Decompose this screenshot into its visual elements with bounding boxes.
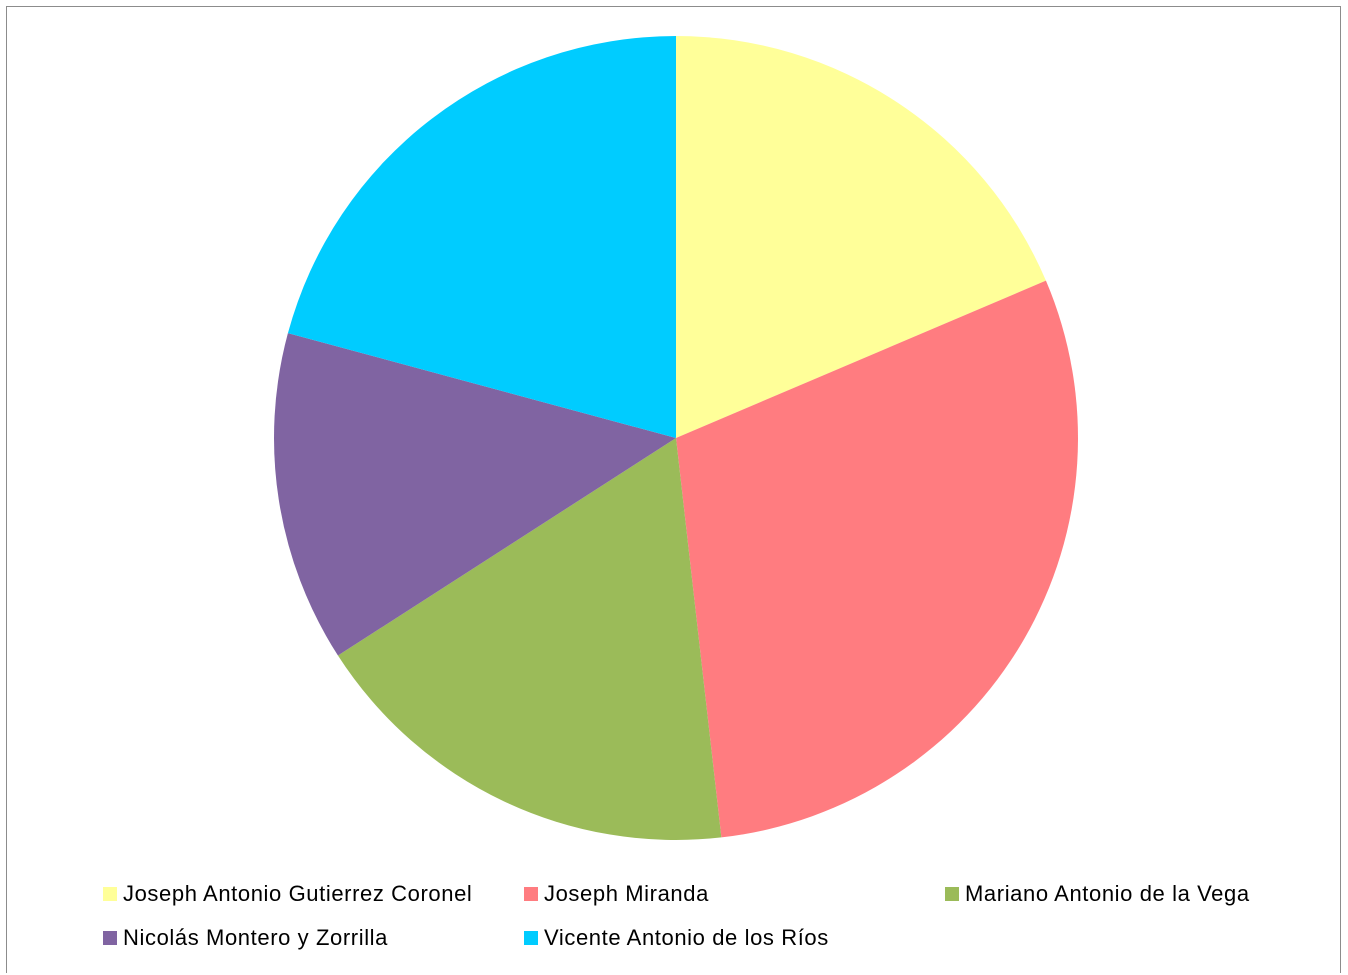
legend-label: Joseph Antonio Gutierrez Coronel	[123, 881, 473, 906]
legend-label: Mariano Antonio de la Vega	[965, 881, 1250, 906]
legend-swatch	[524, 931, 538, 945]
pie-slice	[337, 438, 722, 840]
legend-item: Mariano Antonio de la Vega	[945, 879, 1250, 909]
legend-label: Vicente Antonio de los Ríos	[544, 925, 829, 950]
legend-label: Joseph Miranda	[544, 881, 709, 906]
legend-item: Vicente Antonio de los Ríos	[524, 923, 829, 953]
pie-slice	[274, 333, 676, 656]
legend-item: Nicolás Montero y Zorrilla	[103, 923, 388, 953]
pie-slice	[676, 36, 1046, 438]
pie-chart	[274, 36, 1078, 840]
legend-swatch	[524, 887, 538, 901]
pie-slice	[287, 36, 676, 438]
chart-frame: Joseph Antonio Gutierrez Coronel Joseph …	[6, 6, 1341, 973]
legend-label: Nicolás Montero y Zorrilla	[123, 925, 389, 950]
legend-row-2: Nicolás Montero y Zorrilla Vicente Anton…	[7, 923, 1342, 953]
legend-item: Joseph Miranda	[524, 879, 709, 909]
pie-slice	[676, 280, 1078, 838]
legend-swatch	[945, 887, 959, 901]
legend-item: Joseph Antonio Gutierrez Coronel	[103, 879, 472, 909]
legend-swatch	[103, 931, 117, 945]
legend-swatch	[103, 887, 117, 901]
legend-row-1: Joseph Antonio Gutierrez Coronel Joseph …	[7, 879, 1342, 909]
